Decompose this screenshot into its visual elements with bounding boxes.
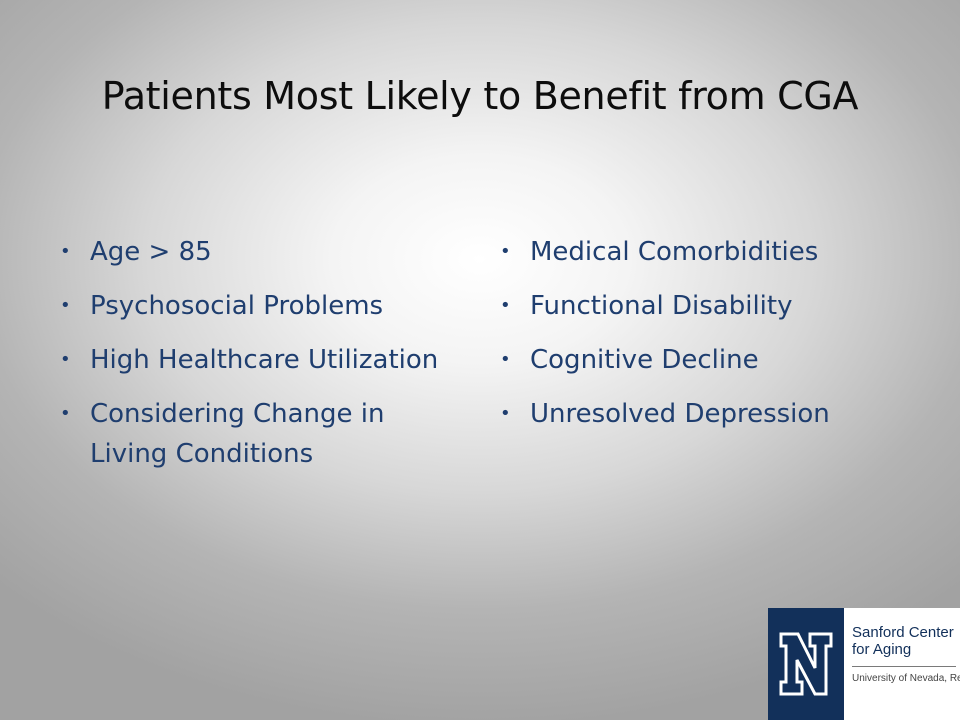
list-item: • High Healthcare Utilization xyxy=(56,340,456,380)
bullet-text: Age > 85 xyxy=(90,237,212,267)
bullet-text: Medical Comorbidities xyxy=(530,237,819,267)
logo-subtitle: University of Nevada, Reno xyxy=(852,673,960,684)
bullet-dot-icon: • xyxy=(500,403,511,424)
bullet-dot-icon: • xyxy=(60,241,71,262)
logo-name-line2: for Aging xyxy=(852,641,912,658)
list-item: • Cognitive Decline xyxy=(496,340,936,380)
list-item: • Medical Comorbidities xyxy=(496,232,936,272)
bullet-text: Cognitive Decline xyxy=(530,345,759,375)
logo-divider xyxy=(852,666,956,667)
bullet-text: Considering Change in Living Conditions xyxy=(90,399,385,469)
list-item: • Considering Change in Living Condition… xyxy=(56,394,456,474)
left-bullet-list: • Age > 85 • Psychosocial Problems • Hig… xyxy=(56,232,456,488)
bullet-dot-icon: • xyxy=(500,241,511,262)
list-item: • Age > 85 xyxy=(56,232,456,272)
bullet-text: High Healthcare Utilization xyxy=(90,345,439,375)
list-item: • Psychosocial Problems xyxy=(56,286,456,326)
bullet-text: Psychosocial Problems xyxy=(90,291,384,321)
list-item: • Functional Disability xyxy=(496,286,936,326)
logo-name-line1: Sanford Center xyxy=(852,624,954,641)
slide-title: Patients Most Likely to Benefit from CGA xyxy=(101,74,859,118)
bullet-dot-icon: • xyxy=(500,349,511,370)
right-bullet-list: • Medical Comorbidities • Functional Dis… xyxy=(496,232,936,448)
bullet-text: Functional Disability xyxy=(530,291,793,321)
bullet-dot-icon: • xyxy=(500,295,511,316)
bullet-dot-icon: • xyxy=(60,349,71,370)
sanford-center-logo: Sanford Center for Aging University of N… xyxy=(768,608,960,720)
bullet-dot-icon: • xyxy=(60,295,71,316)
bullet-dot-icon: • xyxy=(60,403,71,424)
bullet-text: Unresolved Depression xyxy=(530,399,830,429)
block-n-icon xyxy=(779,632,833,696)
block-n-logo-icon xyxy=(768,608,844,720)
list-item: • Unresolved Depression xyxy=(496,394,936,434)
logo-text: Sanford Center for Aging University of N… xyxy=(852,624,960,685)
